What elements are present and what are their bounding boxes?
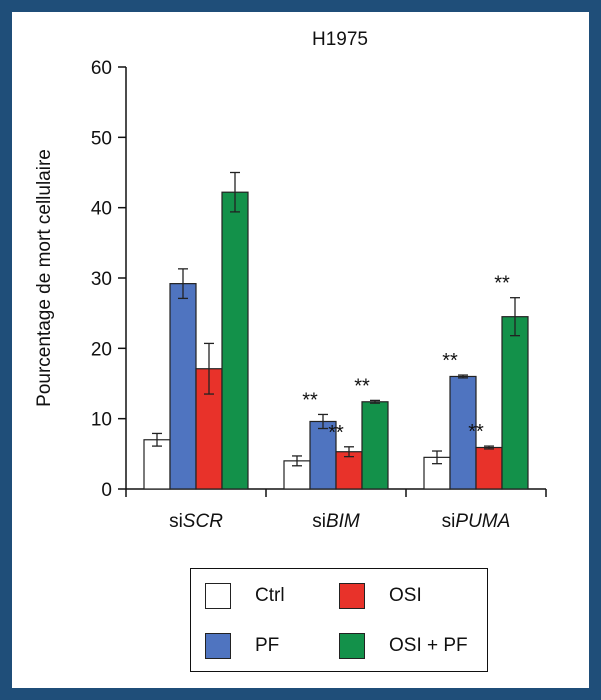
- legend-swatch-ctrl: [205, 583, 231, 609]
- bar-osi-puma: [475, 446, 503, 490]
- significance-marker: **: [328, 422, 344, 444]
- bar-osi-pf-bim: [361, 401, 389, 490]
- bar-pf-scr: [169, 283, 197, 490]
- legend: Ctrl OSI PF OSI + PF: [190, 568, 488, 672]
- legend-item-osi: OSI: [339, 583, 422, 609]
- significance-marker: **: [302, 389, 318, 411]
- y-tick-label: 30: [91, 269, 112, 290]
- y-tick-label: 50: [91, 128, 112, 149]
- legend-swatch-osi-pf: [339, 633, 365, 659]
- error-bars-group: [152, 171, 520, 467]
- legend-swatch-pf: [205, 633, 231, 659]
- y-tick-label: 20: [91, 339, 112, 360]
- y-tick-label: 60: [91, 58, 112, 79]
- bar-osi-bim: [335, 451, 363, 490]
- y-tick-label: 40: [91, 199, 112, 220]
- bar-pf-bim: [309, 420, 337, 490]
- x-tick-labels: siSCR siBIM siPUMA: [169, 511, 510, 532]
- y-tick-label: 10: [91, 410, 112, 431]
- bars-group: [143, 191, 529, 490]
- legend-item-osi-pf: OSI + PF: [339, 633, 468, 659]
- legend-label-osi-pf: OSI + PF: [389, 635, 468, 656]
- y-tick-label: 0: [101, 480, 112, 501]
- legend-label-pf: PF: [255, 635, 280, 656]
- chart-title: H1975: [312, 29, 368, 50]
- legend-item-ctrl: Ctrl: [205, 583, 285, 609]
- x-tick-label-bim: siBIM: [312, 511, 360, 532]
- legend-swatch-osi: [339, 583, 365, 609]
- bar-osi-pf-scr: [221, 191, 249, 490]
- bar-ctrl-scr: [143, 439, 171, 490]
- x-tick-label-puma: siPUMA: [442, 511, 511, 532]
- significance-marker: **: [442, 350, 458, 372]
- legend-label-ctrl: Ctrl: [255, 585, 285, 606]
- bar-osi-pf-puma: [501, 316, 529, 490]
- x-tick-label-scr: siSCR: [169, 511, 223, 532]
- significance-annotations: ** ** ** ** ** **: [302, 273, 510, 444]
- legend-item-pf: PF: [205, 633, 279, 659]
- significance-marker: **: [354, 375, 370, 397]
- y-axis-label: Pourcentage de mort cellulaire: [34, 149, 55, 407]
- significance-marker: **: [494, 273, 510, 295]
- legend-label-osi: OSI: [389, 585, 422, 606]
- significance-marker: **: [468, 421, 484, 443]
